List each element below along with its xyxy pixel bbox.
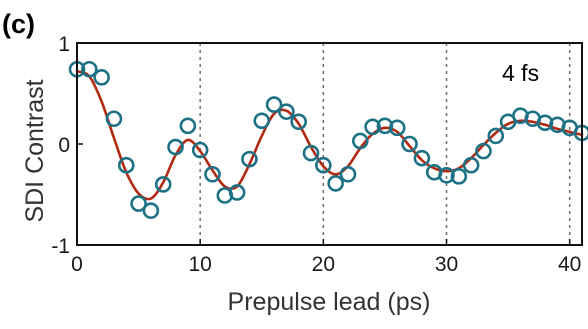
plot-frame [76, 42, 583, 246]
fit-line [75, 69, 584, 201]
x-tick-label: 30 [435, 253, 458, 276]
y-tick-label: 1 [58, 33, 70, 56]
data-point [327, 175, 344, 192]
data-point [191, 141, 209, 159]
data-point [302, 144, 320, 162]
marker-layer [68, 60, 588, 219]
data-point [351, 132, 369, 150]
fit-line-layer [75, 69, 584, 201]
data-point [154, 176, 172, 193]
data-point [93, 69, 110, 86]
x-axis-title: Prepulse lead (ps) [228, 288, 431, 316]
y-tick-label: 0 [58, 134, 70, 157]
data-point [130, 195, 147, 212]
data-point [265, 96, 283, 113]
data-point [401, 135, 418, 153]
x-tick-label: 0 [71, 253, 83, 276]
data-point [339, 166, 357, 183]
data-point [142, 202, 160, 219]
y-axis-title: SDI Contrast [21, 79, 49, 222]
data-point [81, 60, 98, 78]
data-point [204, 166, 221, 183]
data-point [475, 142, 492, 160]
data-point [228, 184, 246, 201]
data-point [117, 156, 135, 174]
panel-label: (c) [2, 9, 35, 39]
data-point [487, 127, 505, 145]
data-point [241, 150, 258, 168]
x-tick-label: 10 [188, 253, 211, 276]
data-point [388, 119, 406, 137]
data-point [450, 168, 468, 185]
data-point [105, 110, 123, 128]
y-tick-label: -1 [51, 235, 70, 258]
data-point [315, 156, 332, 174]
data-point [364, 118, 381, 136]
data-point [413, 149, 431, 167]
data-point [167, 138, 184, 156]
chart-annotation: 4 fs [502, 60, 539, 86]
data-point [179, 117, 197, 135]
data-point [253, 112, 271, 130]
data-point [462, 156, 480, 174]
data-point [290, 113, 308, 131]
data-point [278, 103, 295, 120]
data-point [438, 167, 455, 184]
data-point [376, 117, 394, 135]
tick-layer: 0 10 20 30 40-101 [51, 33, 581, 276]
x-tick-label: 40 [558, 253, 581, 276]
x-tick-label: 20 [312, 253, 335, 276]
data-point [536, 114, 554, 132]
